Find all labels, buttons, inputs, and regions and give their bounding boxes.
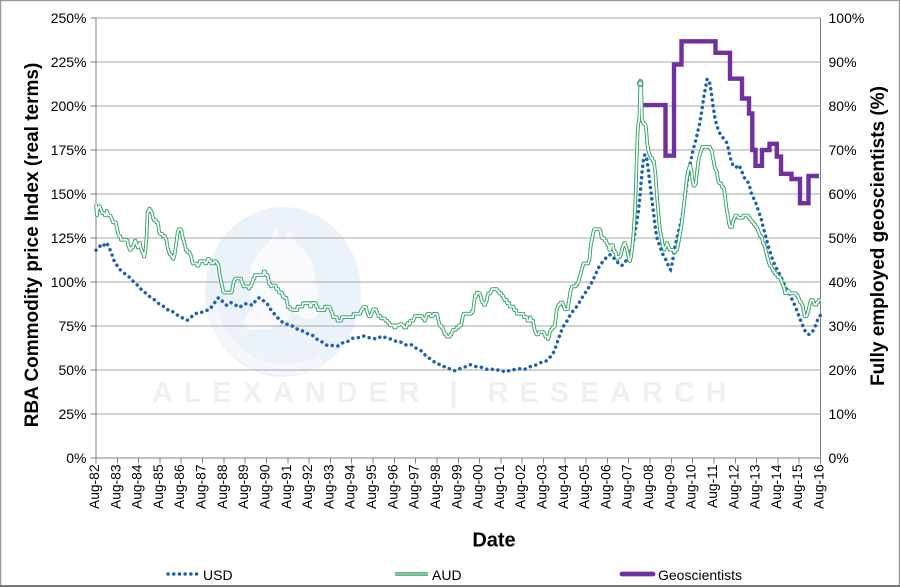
svg-text:RBA Commodity price Index (rea: RBA Commodity price Index (real terms) — [22, 63, 43, 428]
svg-text:Aug-99: Aug-99 — [449, 464, 464, 509]
svg-text:Aug-01: Aug-01 — [492, 465, 507, 510]
svg-text:Aug-84: Aug-84 — [130, 464, 145, 509]
svg-text:Aug-86: Aug-86 — [172, 464, 187, 509]
svg-text:70%: 70% — [829, 142, 857, 158]
svg-text:Aug-05: Aug-05 — [577, 464, 592, 509]
svg-text:Aug-06: Aug-06 — [598, 464, 613, 509]
svg-text:30%: 30% — [829, 318, 857, 334]
svg-text:Aug-97: Aug-97 — [407, 465, 422, 510]
svg-text:Aug-00: Aug-00 — [471, 464, 486, 509]
svg-text:Aug-07: Aug-07 — [620, 465, 635, 510]
svg-text:250%: 250% — [51, 10, 87, 26]
svg-text:10%: 10% — [829, 406, 857, 422]
svg-text:100%: 100% — [51, 274, 87, 290]
svg-text:AUD: AUD — [432, 567, 462, 583]
svg-text:50%: 50% — [58, 362, 86, 378]
svg-text:Aug-90: Aug-90 — [257, 464, 272, 509]
svg-text:Aug-98: Aug-98 — [428, 464, 443, 509]
svg-text:Aug-91: Aug-91 — [279, 465, 294, 510]
svg-text:Fully employed geoscientists (: Fully employed geoscientists (%) — [868, 86, 889, 386]
svg-text:75%: 75% — [58, 318, 86, 334]
svg-text:Aug-11: Aug-11 — [705, 465, 720, 508]
svg-text:Aug-93: Aug-93 — [321, 464, 336, 509]
svg-text:Aug-87: Aug-87 — [194, 465, 209, 510]
svg-text:225%: 225% — [51, 54, 87, 70]
svg-text:150%: 150% — [51, 186, 87, 202]
svg-text:Aug-94: Aug-94 — [343, 464, 358, 509]
svg-text:Aug-89: Aug-89 — [236, 464, 251, 509]
svg-text:Aug-08: Aug-08 — [641, 464, 656, 509]
svg-text:Aug-12: Aug-12 — [726, 465, 741, 510]
svg-text:Date: Date — [472, 530, 515, 552]
svg-text:Aug-16: Aug-16 — [812, 464, 827, 509]
svg-text:60%: 60% — [829, 186, 857, 202]
svg-text:Aug-15: Aug-15 — [790, 464, 805, 509]
svg-text:80%: 80% — [829, 98, 857, 114]
svg-text:Aug-83: Aug-83 — [108, 464, 123, 509]
svg-text:ALEXANDER | RESEARCH: ALEXANDER | RESEARCH — [152, 377, 737, 409]
svg-text:Aug-82: Aug-82 — [87, 465, 102, 510]
svg-text:25%: 25% — [58, 406, 86, 422]
svg-text:20%: 20% — [829, 362, 857, 378]
svg-text:0%: 0% — [829, 450, 849, 466]
svg-text:0%: 0% — [66, 450, 86, 466]
svg-text:Aug-10: Aug-10 — [684, 464, 699, 509]
svg-text:Aug-85: Aug-85 — [151, 464, 166, 509]
svg-text:USD: USD — [203, 567, 233, 583]
svg-text:Aug-04: Aug-04 — [556, 464, 571, 509]
svg-text:175%: 175% — [51, 142, 87, 158]
svg-text:Aug-14: Aug-14 — [769, 464, 784, 509]
svg-text:90%: 90% — [829, 54, 857, 70]
svg-text:50%: 50% — [829, 230, 857, 246]
svg-text:Geoscientists: Geoscientists — [658, 567, 742, 583]
svg-text:125%: 125% — [51, 230, 87, 246]
svg-text:Aug-96: Aug-96 — [385, 464, 400, 509]
svg-text:Aug-92: Aug-92 — [300, 465, 315, 510]
svg-text:100%: 100% — [829, 10, 865, 26]
svg-text:Aug-09: Aug-09 — [662, 464, 677, 509]
svg-text:Aug-03: Aug-03 — [534, 464, 549, 509]
svg-text:Aug-02: Aug-02 — [513, 465, 528, 510]
svg-text:40%: 40% — [829, 274, 857, 290]
svg-text:Aug-88: Aug-88 — [215, 464, 230, 509]
svg-text:Aug-13: Aug-13 — [748, 464, 763, 509]
svg-text:200%: 200% — [51, 98, 87, 114]
svg-text:Aug-95: Aug-95 — [364, 464, 379, 509]
